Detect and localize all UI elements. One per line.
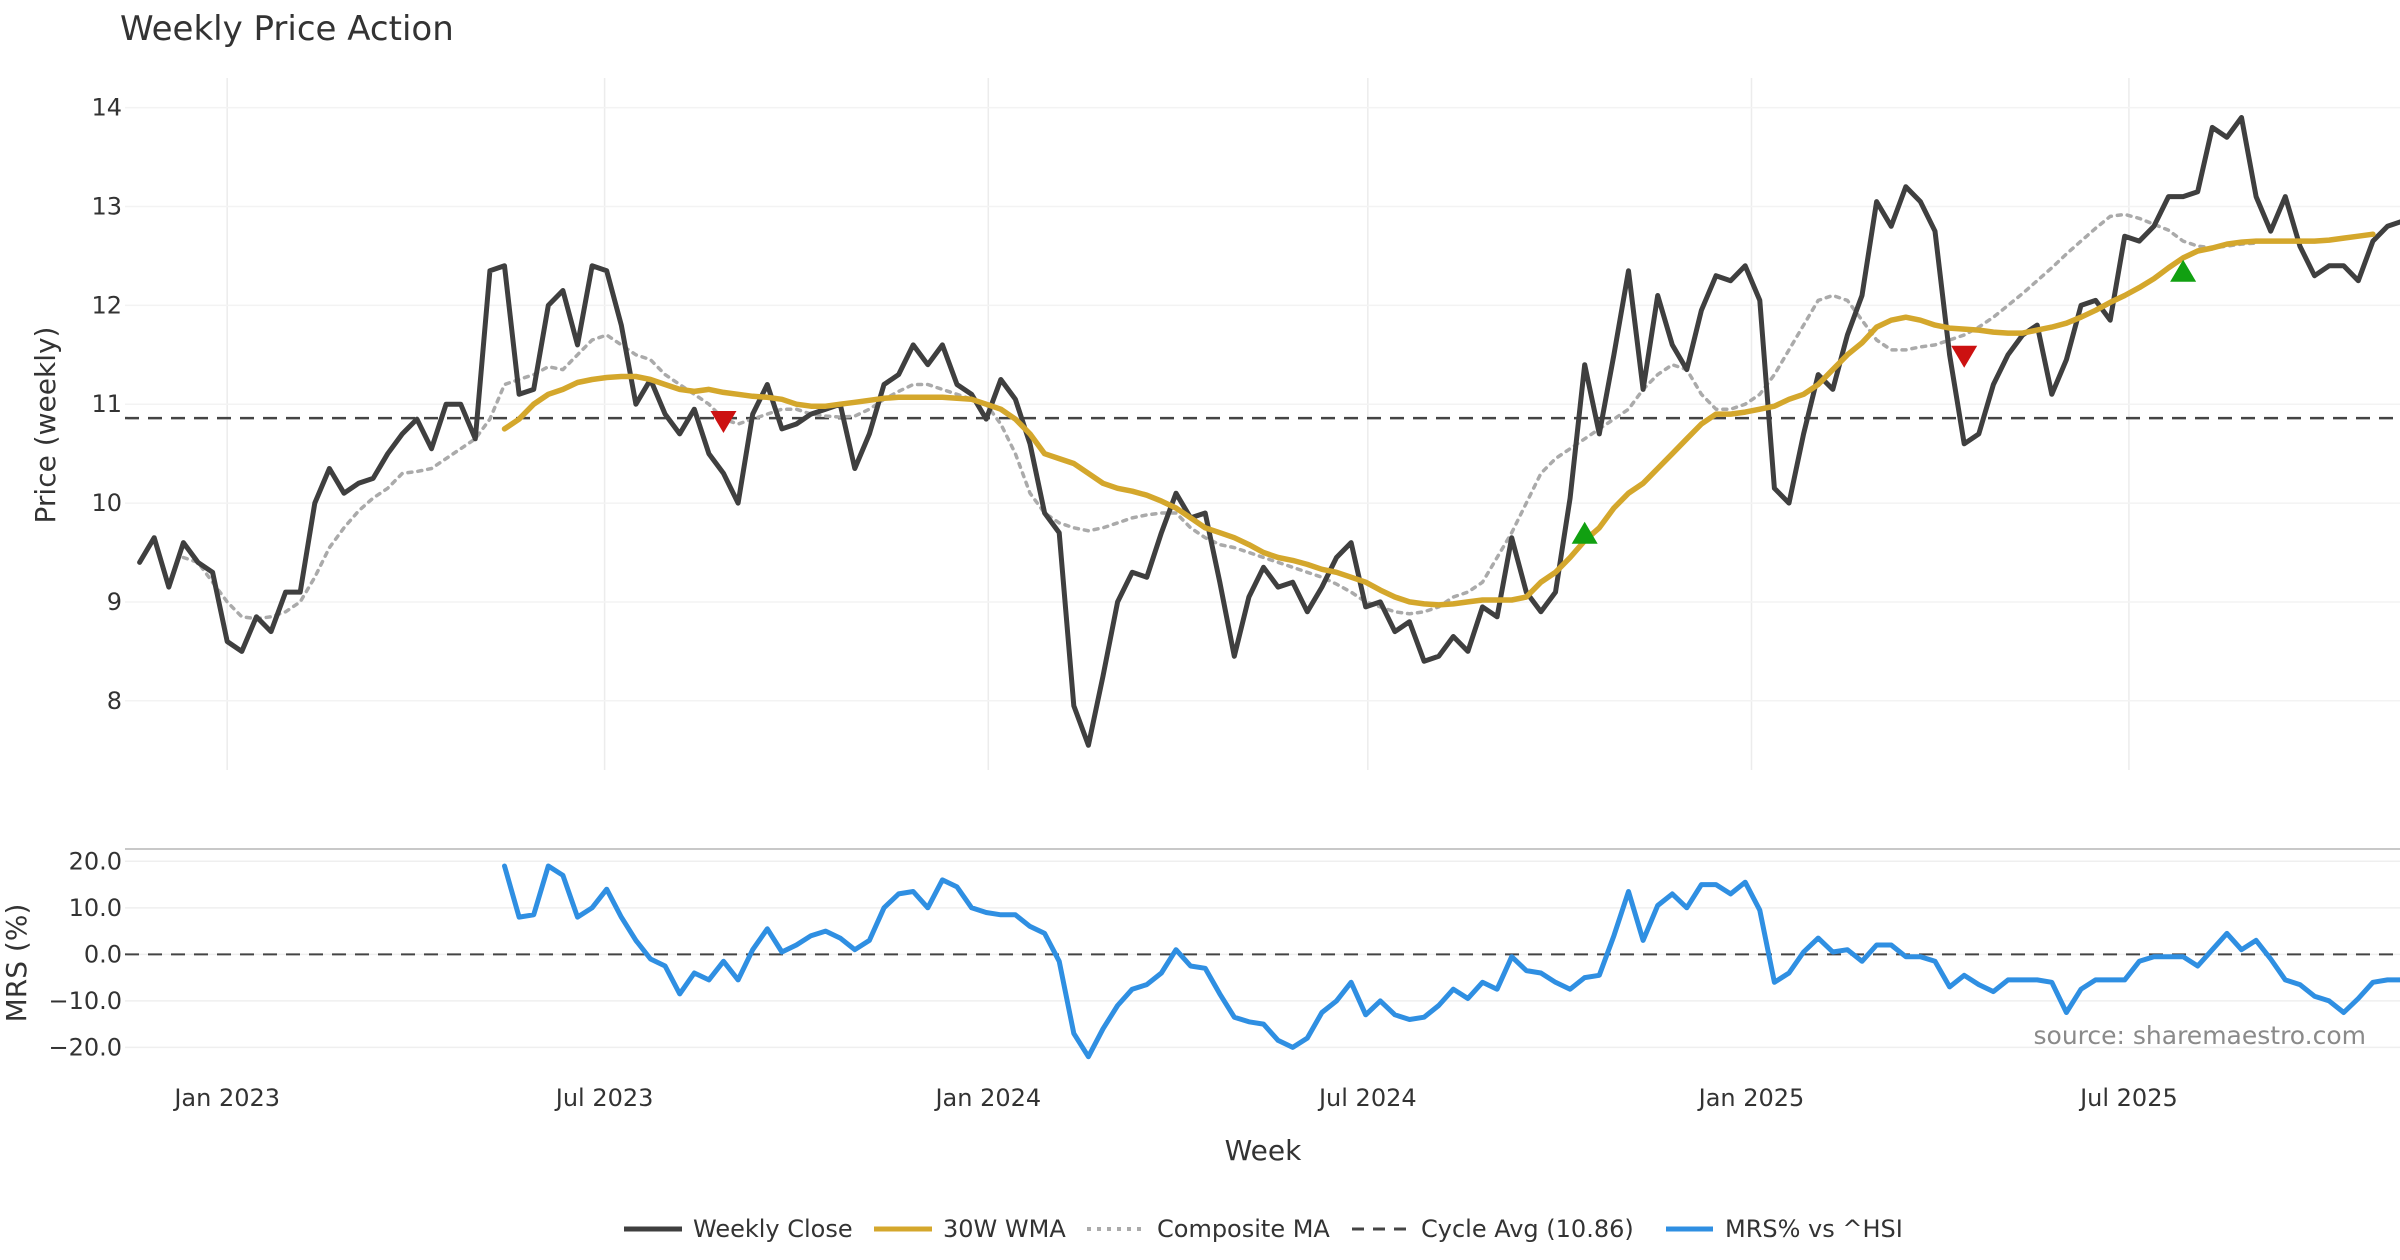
sell-signal-marker [1951,345,1978,368]
composite-ma-line [181,212,2258,621]
price-y-tick-label: 10 [91,489,122,517]
mrs-y-tick-label: 0.0 [84,940,122,968]
legend: Weekly Close 30W WMA Composite MA Cycle … [624,1215,1903,1243]
price-y-tick-label: 9 [107,588,122,616]
legend-item-wma: 30W WMA [874,1215,1066,1243]
x-tick-label: Jan 2024 [933,1084,1041,1112]
legend-label-wma: 30W WMA [943,1215,1066,1243]
mrs-y-tick-label: 10.0 [69,894,122,922]
x-tick-label: Jan 2023 [172,1084,280,1112]
signal-markers [710,259,2197,544]
x-tick-label: Jul 2025 [2078,1084,2178,1112]
price-y-tick-label: 14 [91,94,122,122]
legend-item-weekly-close: Weekly Close [624,1215,853,1243]
price-y-axis-label: Price (weekly) [29,327,62,524]
mrs-y-tick-label: −20.0 [48,1033,122,1061]
price-y-tick-label: 13 [91,193,122,221]
source-credit: source: sharemaestro.com [2034,1021,2367,1050]
legend-item-cycle-avg: Cycle Avg (10.86) [1352,1215,1634,1243]
price-y-tick-label: 12 [91,291,122,319]
legend-label-mrs: MRS% vs ^HSI [1725,1215,1903,1243]
sell-signal-marker [710,411,737,434]
mrs-y-axis: 20.0 10.0 0.0 −10.0 −20.0 [48,847,122,1061]
buy-signal-marker [1571,521,1598,544]
legend-label-weekly-close: Weekly Close [693,1215,853,1243]
mrs-y-tick-label: 20.0 [69,847,122,875]
price-series [137,115,2400,748]
price-y-axis: 8 9 10 11 12 13 14 [91,94,122,715]
x-tick-label: Jul 2024 [1317,1084,1417,1112]
chart-title: Weekly Price Action [120,9,454,49]
price-panel: 8 9 10 11 12 13 14 Price (weekly) [29,78,2400,770]
mrs-y-tick-label: −10.0 [48,987,122,1015]
price-gridlines [125,78,2400,770]
mrs-panel: 20.0 10.0 0.0 −10.0 −20.0 MRS (%) source: sh… [0,847,2400,1061]
x-axis-label: Week [1225,1134,1302,1167]
legend-item-mrs: MRS% vs ^HSI [1666,1215,1903,1243]
x-axis: Jan 2023 Jul 2023 Jan 2024 Jul 2024 Jan 2025… [172,1084,2177,1112]
x-tick-label: Jul 2023 [554,1084,654,1112]
wma-line [501,231,2376,608]
mrs-series [502,863,2400,1060]
price-y-tick-label: 11 [91,390,122,418]
legend-label-composite: Composite MA [1157,1215,1330,1243]
mrs-y-axis-label: MRS (%) [0,904,33,1023]
price-y-tick-label: 8 [107,687,122,715]
weekly-close-line [137,115,2400,748]
x-tick-label: Jan 2025 [1697,1084,1805,1112]
mrs-line [502,863,2400,1060]
legend-label-cycle-avg: Cycle Avg (10.86) [1421,1215,1634,1243]
buy-signal-marker [2170,259,2197,282]
legend-item-composite: Composite MA [1087,1215,1330,1243]
